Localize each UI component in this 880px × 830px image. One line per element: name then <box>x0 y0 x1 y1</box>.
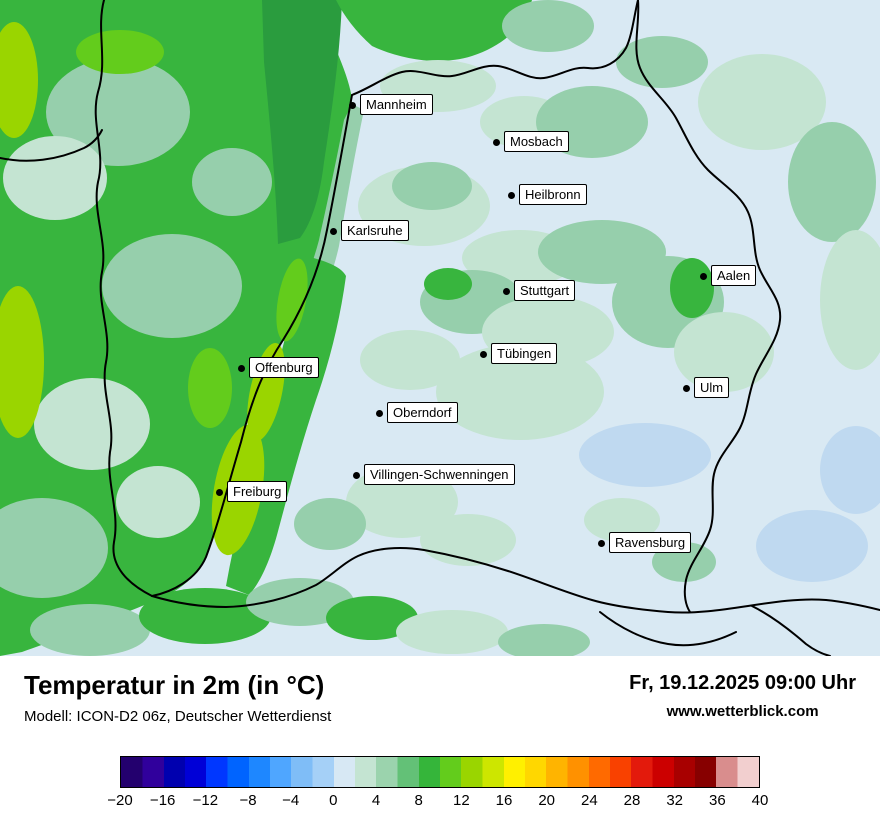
legend-segment <box>546 757 589 787</box>
legend-segment <box>716 757 759 787</box>
legend-tick-label: −4 <box>282 792 300 809</box>
legend-tick-label: 16 <box>495 792 513 809</box>
map-title: Temperatur in 2m (in °C) <box>24 670 325 700</box>
valid-datetime: Fr, 19.12.2025 09:00 Uhr <box>629 672 856 694</box>
legend-tick-label: −20 <box>107 792 133 809</box>
legend-segment <box>376 757 419 787</box>
legend-segment <box>588 757 632 787</box>
legend-tick-label: −12 <box>192 792 219 809</box>
legend-segment <box>673 757 717 787</box>
legend-tick-label: 36 <box>708 792 726 809</box>
legend-tick-label: 24 <box>580 792 598 809</box>
temperature-map: Mannheim Mosbach Heilbronn Karlsruhe Stuttga… <box>0 0 880 656</box>
legend-segment <box>121 757 164 787</box>
footer: Temperatur in 2m (in °C) Modell: ICON-D2… <box>0 656 880 830</box>
legend-tick-label: 12 <box>452 792 470 809</box>
legend-ticks: −20 −16 −12 −8 −4 0 4 8 12 16 20 24 28 32 36 40 <box>107 792 768 812</box>
legend-segment <box>461 757 504 787</box>
model-info: Modell: ICON-D2 06z, Deutscher Wetterdie… <box>24 708 332 725</box>
legend-segment <box>206 757 249 787</box>
legend-tick-label: 32 <box>666 792 683 809</box>
footer-right: Fr, 19.12.2025 09:00 Uhr www.wetterblick… <box>629 672 856 720</box>
legend-tick-label: 8 <box>414 792 423 809</box>
legend-tick-label: 4 <box>371 792 381 809</box>
legend-segment <box>503 757 547 787</box>
legend-tick-label: −8 <box>239 792 257 809</box>
temperature-field-svg <box>0 0 880 656</box>
legend-segment <box>291 757 334 787</box>
website-label: www.wetterblick.com <box>666 703 819 720</box>
legend-tick-label: 0 <box>329 792 338 809</box>
legend-segment <box>248 757 292 787</box>
legend-tick-label: −16 <box>149 792 176 809</box>
legend-tick-label: 28 <box>623 792 641 809</box>
legend-segment <box>631 757 674 787</box>
legend-tick-label: 20 <box>538 792 555 809</box>
legend-segment <box>333 757 377 787</box>
legend-segment <box>163 757 207 787</box>
legend-segment <box>418 757 462 787</box>
legend-tick-label: 40 <box>751 792 769 809</box>
legend-bar <box>120 756 760 788</box>
